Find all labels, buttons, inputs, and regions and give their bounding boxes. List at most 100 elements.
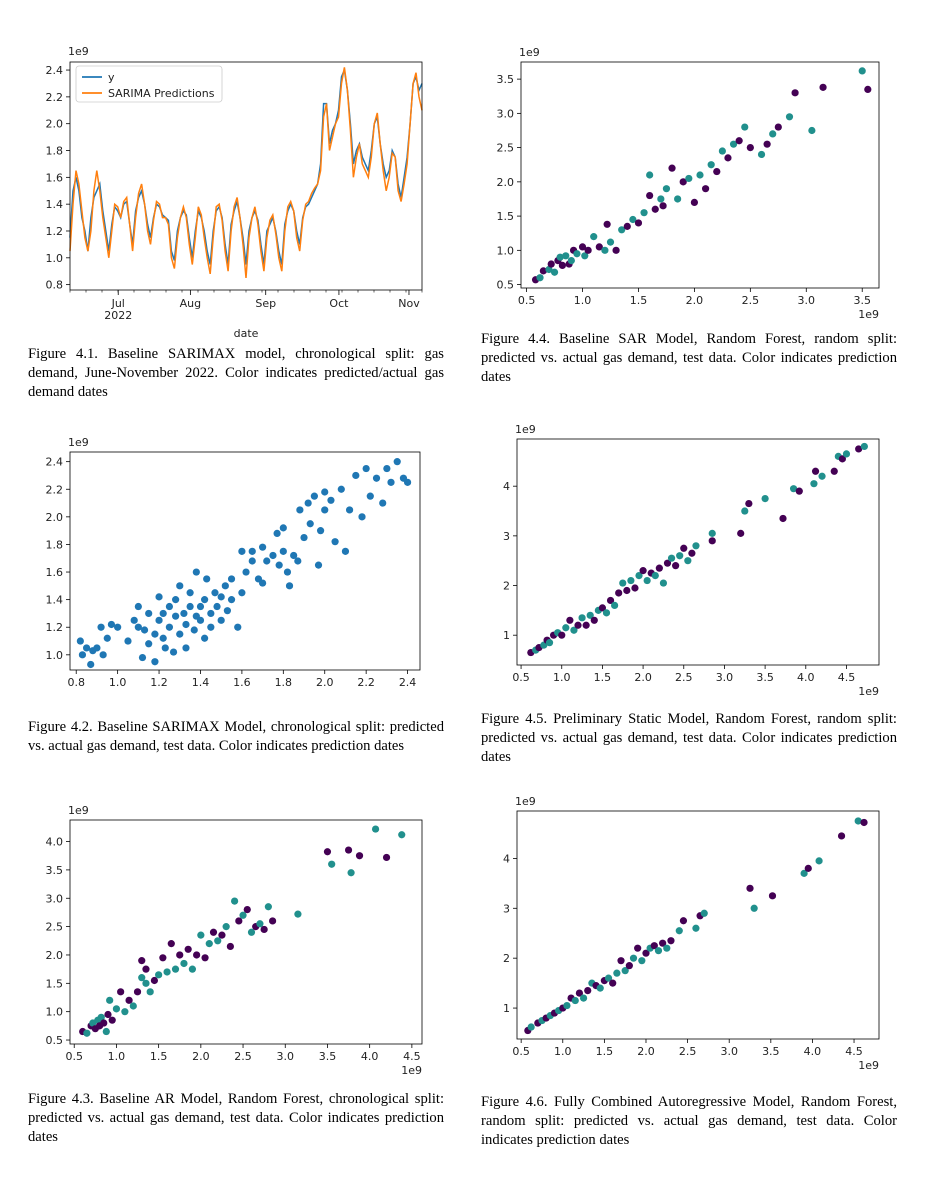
scatter-point bbox=[655, 564, 663, 572]
y-tick-label: 0.5 bbox=[497, 279, 515, 292]
x-tick-label: 4.5 bbox=[838, 671, 856, 684]
scatter-point bbox=[193, 951, 201, 959]
scatter-point bbox=[785, 113, 794, 121]
scatter-point bbox=[268, 917, 277, 925]
scatter-point bbox=[172, 612, 180, 620]
scatter-point bbox=[659, 939, 667, 947]
x-tick-label: 0.5 bbox=[65, 1050, 83, 1063]
x-tick-label: 2.0 bbox=[634, 671, 652, 684]
x-tick-label: 1.5 bbox=[594, 671, 612, 684]
scatter-point bbox=[675, 927, 683, 935]
scatter-point bbox=[696, 171, 704, 179]
x-tick-label: 2.0 bbox=[637, 1045, 655, 1058]
plot-frame bbox=[516, 810, 880, 1040]
scatter-point bbox=[769, 130, 777, 138]
scatter-point bbox=[316, 527, 325, 535]
y-offset-label: 1e9 bbox=[515, 423, 536, 436]
scatter-point bbox=[159, 609, 167, 618]
scatter-point bbox=[741, 507, 749, 515]
y-tick-label: 2.4 bbox=[46, 456, 64, 469]
scatter-point bbox=[341, 547, 350, 555]
scatter-point bbox=[623, 586, 631, 595]
scatter-point bbox=[556, 253, 564, 261]
scatter-point bbox=[321, 488, 329, 496]
y-tick-label: 1.6 bbox=[46, 171, 64, 184]
scatter-point bbox=[227, 596, 236, 604]
scatter-point bbox=[612, 246, 620, 254]
scatter-point bbox=[398, 831, 406, 839]
scatter-point bbox=[692, 542, 700, 550]
scatter-point bbox=[331, 538, 339, 546]
scatter-point bbox=[106, 996, 114, 1004]
scatter-point bbox=[774, 123, 782, 131]
scatter-point bbox=[169, 648, 178, 656]
scatter-point bbox=[97, 1013, 105, 1021]
scatter-point bbox=[663, 944, 671, 952]
scatter-point bbox=[741, 123, 749, 131]
scatter-point bbox=[584, 246, 592, 254]
scatter-point bbox=[138, 974, 146, 982]
scatter-point bbox=[259, 579, 267, 587]
scatter-point bbox=[635, 571, 643, 580]
plot-frame bbox=[520, 61, 880, 289]
scatter-point bbox=[176, 630, 184, 638]
scatter-point bbox=[676, 552, 684, 560]
scatter-point bbox=[192, 568, 200, 576]
y-offset-label: 1e9 bbox=[68, 436, 89, 449]
scatter-point bbox=[651, 571, 659, 580]
scatter-point bbox=[603, 220, 611, 228]
y-tick-label: 2.0 bbox=[46, 118, 64, 131]
y-tick-label: 1.0 bbox=[497, 244, 515, 257]
scatter-point bbox=[606, 596, 615, 605]
scatter-point bbox=[613, 969, 621, 977]
scatter-point bbox=[707, 161, 715, 169]
scatter-point bbox=[234, 623, 242, 631]
scatter-point bbox=[78, 651, 87, 659]
x-offset-label: 1e9 bbox=[858, 1059, 879, 1072]
scatter-point bbox=[99, 651, 107, 659]
scatter-point bbox=[182, 644, 190, 652]
scatter-point bbox=[180, 609, 188, 618]
y-tick-label: 3 bbox=[503, 530, 510, 543]
scatter-point bbox=[151, 630, 159, 638]
scatter-point bbox=[598, 604, 607, 612]
scatter-point bbox=[306, 520, 314, 528]
scatter-point bbox=[729, 140, 738, 148]
y-tick-label: 3 bbox=[503, 902, 510, 915]
x-tick-label: 1.6 bbox=[233, 676, 251, 689]
y-tick-label: 1.5 bbox=[46, 977, 64, 990]
scatter-point bbox=[629, 215, 637, 224]
scatter-point bbox=[382, 853, 391, 862]
scatter-point bbox=[646, 191, 654, 200]
scatter-point bbox=[810, 480, 818, 488]
fig46-chart: 0.5 1.0 1.5 2.0 2.5 3.0 3.5 4.0 4.5 1 2 3 4 1e9 1e9 bbox=[503, 795, 880, 1072]
scatter-point bbox=[581, 252, 589, 260]
scatter-point bbox=[590, 233, 598, 241]
x-tick-label: Nov bbox=[398, 297, 420, 310]
scatter-point bbox=[176, 582, 184, 590]
scatter-point bbox=[791, 89, 799, 97]
scatter-point bbox=[582, 621, 590, 629]
scatter-point bbox=[625, 962, 633, 970]
scatter-point bbox=[184, 945, 192, 953]
scatter-point bbox=[221, 582, 229, 590]
scatter-point bbox=[830, 467, 838, 475]
y-tick-label: 3.0 bbox=[46, 892, 64, 905]
y-tick-label: 2.2 bbox=[46, 91, 64, 104]
caption-fig44: Figure 4.4. Baseline SAR Model, Random F… bbox=[481, 331, 897, 385]
scatter-point bbox=[804, 864, 812, 872]
scatter-point bbox=[602, 609, 611, 617]
scatter-point bbox=[188, 965, 196, 973]
y-tick-label: 0.5 bbox=[46, 1034, 64, 1047]
scatter-point bbox=[172, 596, 180, 604]
scatter-point bbox=[203, 575, 211, 583]
scatter-point bbox=[575, 989, 584, 997]
scatter-point bbox=[761, 495, 769, 503]
scatter-point bbox=[217, 616, 225, 624]
scatter-point bbox=[590, 616, 598, 624]
x-offset-label: 1e9 bbox=[401, 1064, 422, 1077]
scatter-point bbox=[566, 616, 574, 624]
scatter-point bbox=[750, 904, 758, 912]
y-offset-label: 1e9 bbox=[68, 45, 89, 58]
scatter-point bbox=[638, 957, 646, 965]
